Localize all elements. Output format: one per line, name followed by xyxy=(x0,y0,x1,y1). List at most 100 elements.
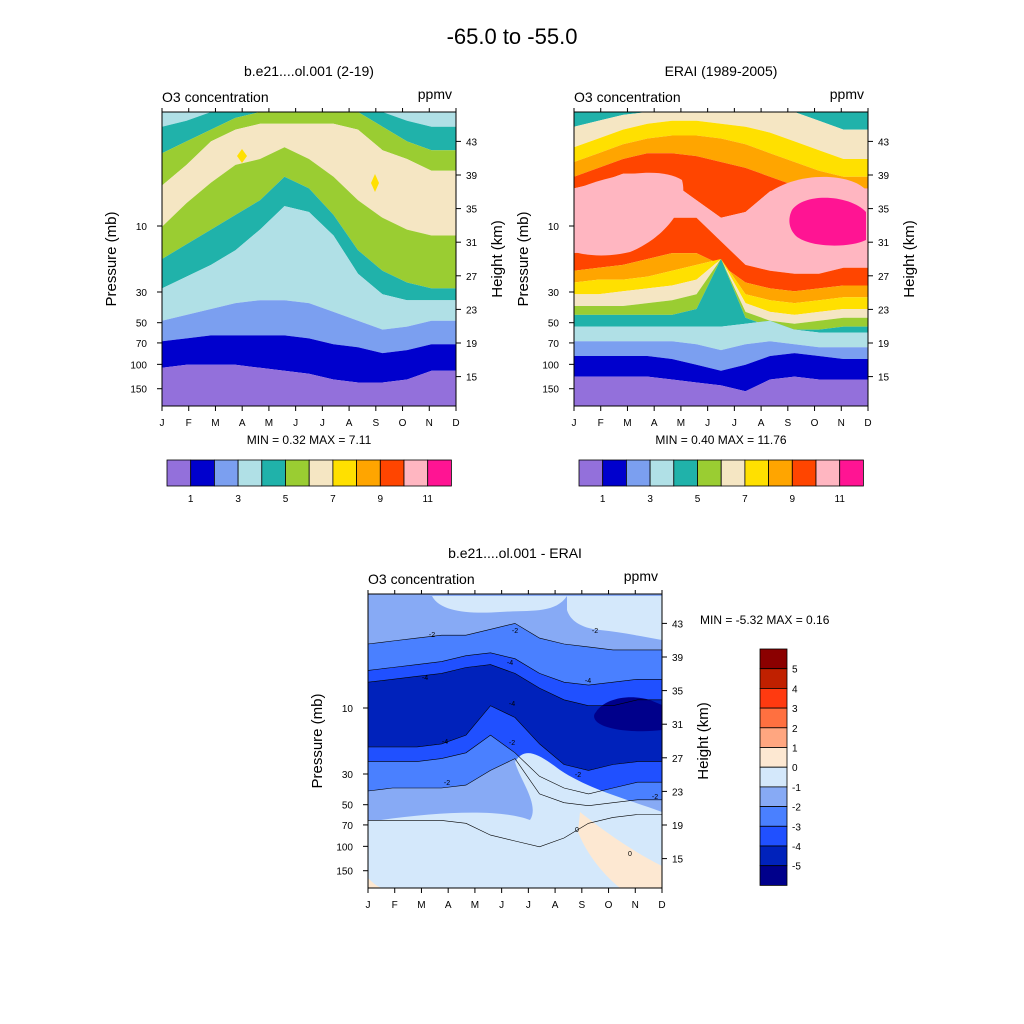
x-tick-label: A xyxy=(651,418,658,429)
colorbar-swatch xyxy=(759,727,788,748)
diff-positive-region xyxy=(578,812,662,888)
colorbar-swatch xyxy=(768,459,793,487)
colorbar-label: 7 xyxy=(330,494,336,505)
diff-band-5 xyxy=(368,735,662,806)
colorbar-label: 1 xyxy=(188,494,194,505)
height-tick-label: 27 xyxy=(878,272,890,283)
y-axis-label-right: Height (km) xyxy=(695,702,712,780)
model-band-7 xyxy=(162,300,456,354)
x-tick-label: D xyxy=(452,418,459,429)
height-tick-label: 39 xyxy=(672,653,684,664)
colorbar-label: 1 xyxy=(792,744,798,755)
colorbar-label: 9 xyxy=(378,494,384,505)
height-tick-label: 19 xyxy=(672,821,684,832)
diff-near-zero-top-right xyxy=(567,596,662,640)
x-tick-label: S xyxy=(372,418,379,429)
panel-left-label: O3 concentration xyxy=(368,571,475,587)
colorbar-label: 5 xyxy=(792,665,798,676)
colorbar-label: -1 xyxy=(792,783,801,794)
x-tick-label: J xyxy=(732,418,737,429)
diff-contour-line xyxy=(368,734,662,795)
colorbar-swatch xyxy=(379,459,405,487)
x-tick-label: D xyxy=(658,900,665,911)
colorbar-label: 11 xyxy=(423,494,434,505)
plot-frame xyxy=(573,111,869,407)
y-axis-label-right: Height (km) xyxy=(901,220,918,298)
diff-near-zero-bottom xyxy=(368,753,662,888)
max-marker xyxy=(237,149,247,163)
pressure-tick-label: 70 xyxy=(136,339,148,350)
panel-left-label: O3 concentration xyxy=(162,89,269,105)
x-tick-label: J xyxy=(572,418,577,429)
pressure-tick-label: 150 xyxy=(130,385,147,396)
diff-contour-line xyxy=(367,623,662,651)
pressure-tick-label: 10 xyxy=(342,704,354,715)
height-tick-label: 35 xyxy=(878,205,890,216)
pressure-tick-label: 100 xyxy=(130,360,147,371)
colorbar-label: 11 xyxy=(835,494,846,505)
colorbar-swatch xyxy=(759,806,788,827)
colorbar-label: 5 xyxy=(283,494,289,505)
panel-right-label: ppmv xyxy=(830,86,864,102)
stats-text: MIN = 0.40 MAX = 11.76 xyxy=(655,433,787,447)
x-tick-label: S xyxy=(784,418,791,429)
erai-band-15 xyxy=(574,376,868,406)
x-tick-label: J xyxy=(366,900,371,911)
model-band-4 xyxy=(162,147,456,289)
diff-positive-corner xyxy=(368,878,382,888)
x-tick-label: M xyxy=(211,418,219,429)
height-tick-label: 27 xyxy=(672,754,684,765)
diff-band-1 xyxy=(368,623,662,686)
colorbar-swatch xyxy=(759,865,788,886)
pressure-tick-label: 30 xyxy=(136,288,148,299)
colorbar-label: 7 xyxy=(742,494,748,505)
pressure-tick-label: 50 xyxy=(548,319,560,330)
colorbar-label: 3 xyxy=(235,494,241,505)
pressure-tick-label: 150 xyxy=(542,385,559,396)
x-tick-label: M xyxy=(623,418,631,429)
x-tick-label: M xyxy=(677,418,685,429)
contour-label: -4 xyxy=(585,678,591,685)
model-band-3 xyxy=(162,123,456,236)
model-band-1 xyxy=(162,112,456,154)
colorbar-swatch xyxy=(332,459,357,487)
erai-band-11 xyxy=(574,259,868,333)
erai-band-0 xyxy=(574,112,868,130)
erai-band-1 xyxy=(574,112,868,159)
erai-magenta-peak xyxy=(789,197,866,246)
colorbar-label: -2 xyxy=(792,803,801,814)
height-tick-label: 39 xyxy=(878,171,890,182)
x-tick-label: J xyxy=(705,418,710,429)
height-tick-label: 43 xyxy=(878,137,890,148)
colorbar-swatch xyxy=(578,459,604,487)
x-tick-label: J xyxy=(160,418,165,429)
x-tick-label: M xyxy=(265,418,273,429)
colorbar-swatch xyxy=(759,688,788,709)
colorbar-label: -5 xyxy=(792,862,801,873)
height-tick-label: 39 xyxy=(466,171,478,182)
model-band-0 xyxy=(162,112,456,127)
colorbar-label: 1 xyxy=(600,494,606,505)
diff-contour-line xyxy=(367,664,662,706)
colorbar-label: 4 xyxy=(792,684,798,695)
height-tick-label: 19 xyxy=(878,339,890,350)
diff-band-6 xyxy=(368,758,662,847)
erai-band-8 xyxy=(574,259,868,315)
height-tick-label: 31 xyxy=(466,238,478,249)
diff-contour-line xyxy=(368,814,662,848)
contour-label: -2 xyxy=(592,628,598,635)
figure-title: -65.0 to -55.0 xyxy=(447,24,578,49)
colorbar-swatch xyxy=(213,459,239,487)
x-tick-label: N xyxy=(426,418,433,429)
colorbar-swatch xyxy=(759,845,788,867)
diff-near-zero-top xyxy=(432,596,567,613)
height-tick-label: 35 xyxy=(466,205,478,216)
x-tick-label: S xyxy=(578,900,585,911)
x-tick-label: F xyxy=(392,900,398,911)
colorbar-swatch xyxy=(759,766,788,788)
colorbar-swatch xyxy=(673,459,698,487)
panel-title: b.e21....ol.001 - ERAI xyxy=(448,545,582,561)
colorbar-swatch xyxy=(759,668,788,689)
